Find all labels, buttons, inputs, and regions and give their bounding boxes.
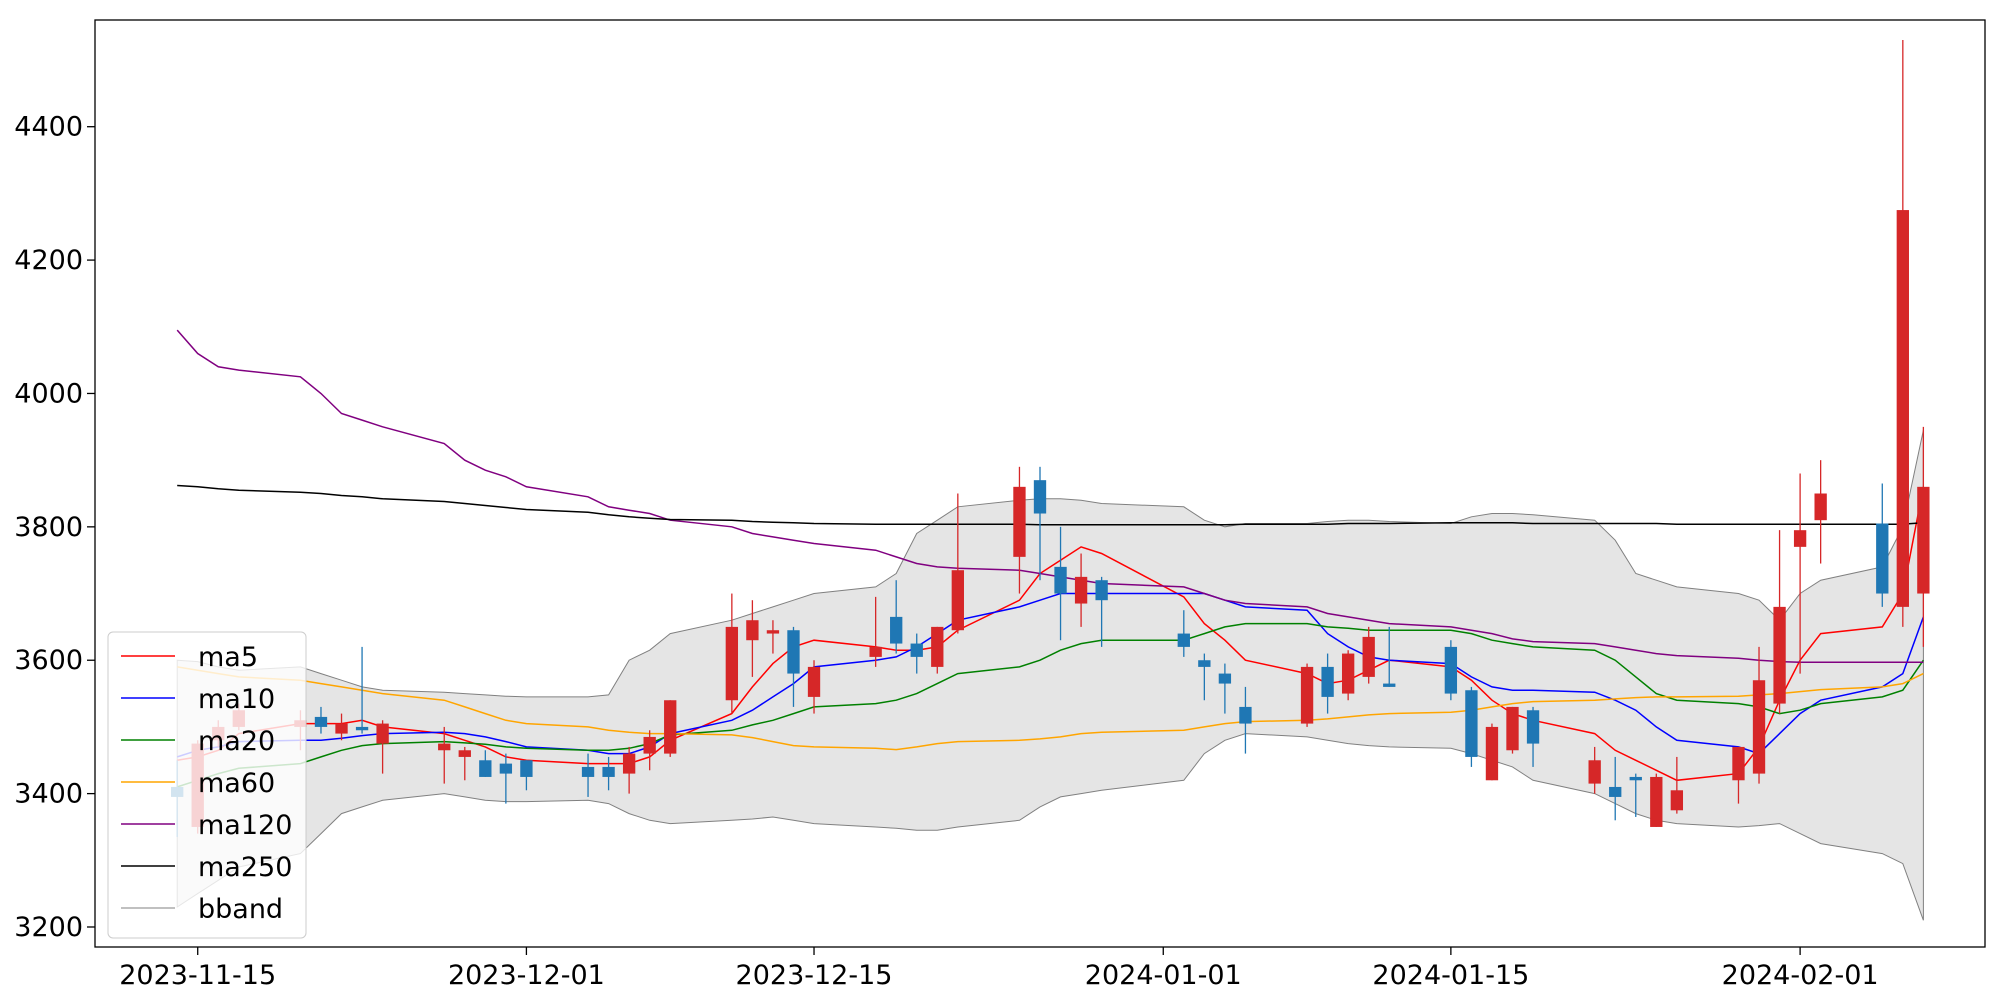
- plot-area: [171, 40, 1930, 921]
- candle-body: [1033, 480, 1047, 514]
- candle-body: [1362, 636, 1375, 677]
- candle-body: [1465, 690, 1478, 757]
- candle-body: [1588, 760, 1601, 784]
- x-tick-label: 2023-12-01: [448, 960, 605, 991]
- candle-body: [520, 760, 533, 777]
- legend: ma5 ma10 ma20 ma60 ma120 ma250 bband: [107, 631, 307, 939]
- legend-label-ma20: ma20: [198, 726, 275, 757]
- legend-label-bband: bband: [198, 894, 283, 925]
- candle-body: [1300, 666, 1314, 724]
- ma10-line: [176, 592, 1925, 758]
- candle-body: [376, 723, 389, 744]
- candle-body: [643, 736, 656, 754]
- x-tick-label: 2023-11-15: [119, 960, 276, 991]
- candle-body: [1013, 486, 1026, 557]
- ma20-line: [176, 622, 1925, 788]
- ma60-line: [177, 666, 1924, 751]
- candle-body: [787, 630, 800, 674]
- candle-body: [1095, 580, 1108, 601]
- candle-body: [602, 766, 615, 777]
- candle-body: [951, 570, 964, 631]
- legend-label-ma5: ma5: [198, 642, 258, 673]
- candle-body: [1506, 706, 1519, 751]
- candle-body: [1752, 680, 1766, 774]
- candle-body: [355, 726, 369, 731]
- candle-body: [766, 630, 780, 634]
- candle-body: [931, 626, 944, 667]
- candle-body: [664, 700, 677, 754]
- candle-body: [1917, 486, 1930, 594]
- legend-label-ma10: ma10: [198, 684, 275, 715]
- candle-body: [1341, 653, 1355, 694]
- candle-body: [1793, 530, 1807, 547]
- candle-body: [1876, 523, 1889, 594]
- candle-body: [890, 616, 903, 644]
- y-tick-label: 4400: [14, 112, 83, 143]
- candle-body: [1054, 566, 1067, 594]
- candle-body: [1239, 706, 1252, 724]
- candle-body: [1526, 710, 1540, 744]
- candle-body: [869, 646, 882, 657]
- legend-box: [107, 631, 307, 939]
- legend-label-ma120: ma120: [198, 810, 292, 841]
- y-tick-label: 3200: [14, 912, 83, 943]
- candle-body: [1732, 746, 1745, 781]
- candle-body: [1198, 660, 1211, 667]
- candle-body: [1650, 776, 1663, 827]
- candle-body: [910, 643, 923, 657]
- candle-body: [499, 763, 513, 774]
- candle-body: [458, 750, 471, 757]
- candle-body: [1074, 576, 1088, 604]
- candle-body: [479, 760, 492, 777]
- x-tick-label: 2024-02-01: [1722, 960, 1879, 991]
- legend-label-ma60: ma60: [198, 768, 275, 799]
- candle-body: [622, 753, 636, 774]
- candle-body: [1383, 683, 1396, 687]
- candle-body: [1444, 646, 1458, 694]
- candle-body: [1670, 790, 1684, 811]
- bband-area: [176, 429, 1924, 921]
- axes: 3200 3400 3600 3800 4000 4200 4400 2023-11-15 20…: [14, 19, 1986, 991]
- candle-body: [1609, 786, 1622, 797]
- legend-label-ma250: ma250: [198, 852, 292, 883]
- x-tick-label: 2024-01-01: [1085, 960, 1242, 991]
- candle-body: [725, 626, 739, 701]
- y-tick-label: 4200: [14, 245, 83, 276]
- candle-body: [1177, 633, 1190, 647]
- y-tick-label: 3600: [14, 645, 83, 676]
- candle-body: [1485, 726, 1499, 781]
- x-tick-label: 2024-01-15: [1372, 960, 1529, 991]
- axes-frame: [94, 19, 1986, 948]
- candle-body: [1896, 210, 1909, 607]
- y-tick-label: 3400: [14, 779, 83, 810]
- candle-body: [807, 666, 821, 697]
- candle-body: [438, 743, 451, 751]
- x-tick-label: 2023-12-15: [736, 960, 893, 991]
- candle-body: [581, 766, 595, 777]
- candle-body: [746, 620, 759, 641]
- candle-body: [1773, 606, 1786, 704]
- candle-body: [1629, 776, 1642, 781]
- candle-body: [314, 716, 328, 727]
- y-tick-label: 3800: [14, 512, 83, 543]
- candle-body: [1218, 673, 1232, 684]
- candle-body: [1321, 666, 1334, 697]
- y-tick-label: 4000: [14, 378, 83, 409]
- candle-body: [1814, 493, 1827, 521]
- candle-body: [335, 723, 348, 734]
